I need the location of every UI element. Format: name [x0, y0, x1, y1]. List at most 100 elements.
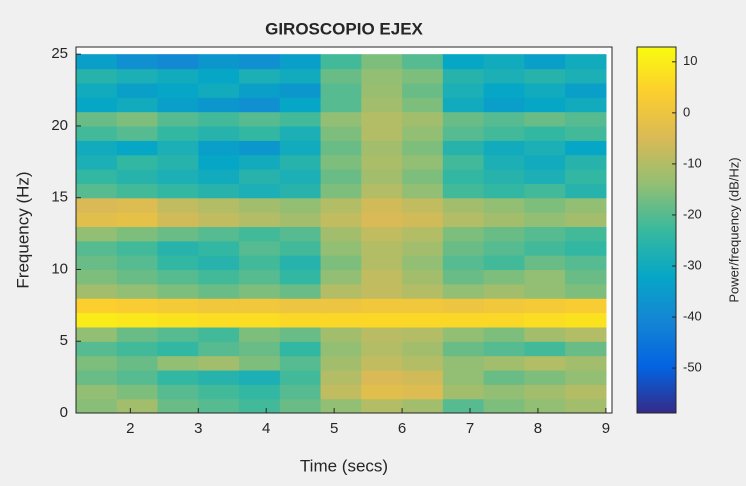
heatmap-cell — [76, 183, 118, 199]
heatmap-cell — [361, 341, 403, 357]
heatmap-cell — [524, 255, 566, 271]
heatmap-cell — [483, 384, 525, 400]
heatmap-cell — [76, 212, 118, 228]
heatmap-cell — [320, 111, 362, 127]
heatmap-cell — [524, 298, 566, 314]
heatmap-cell — [565, 326, 607, 342]
chart-title: GIROSCOPIO EJEX — [265, 19, 423, 38]
heatmap-cell — [76, 140, 118, 156]
heatmap-cell — [198, 269, 240, 285]
heatmap-cell — [116, 212, 159, 228]
heatmap-cell — [279, 255, 322, 271]
heatmap-cell — [442, 384, 485, 400]
heatmap-cell — [524, 369, 566, 385]
heatmap-cell — [116, 341, 159, 357]
heatmap-cell — [76, 355, 118, 371]
heatmap-cell — [483, 54, 525, 70]
heatmap-cell — [565, 82, 607, 98]
x-tick-label: 2 — [126, 420, 134, 437]
heatmap-cell — [198, 125, 240, 141]
heatmap-cell — [198, 369, 240, 385]
heatmap-cell — [198, 68, 240, 84]
heatmap-cell — [198, 341, 240, 357]
heatmap-cell — [116, 298, 159, 314]
x-axis-label: Time (secs) — [300, 456, 388, 475]
heatmap-cell — [116, 369, 159, 385]
heatmap-cell — [524, 183, 566, 199]
x-tick-label: 5 — [330, 420, 338, 437]
heatmap-cell — [565, 384, 607, 400]
heatmap-cell — [402, 183, 444, 199]
heatmap-cell — [402, 240, 444, 256]
heatmap-cell — [198, 384, 240, 400]
heatmap-cell — [524, 111, 566, 127]
heatmap-cell — [361, 197, 403, 213]
heatmap-cell — [116, 398, 159, 413]
heatmap-cell — [76, 154, 118, 170]
heatmap-cell — [239, 312, 281, 328]
x-tick-label: 3 — [194, 420, 202, 437]
heatmap-cell — [442, 341, 485, 357]
heatmap-cell — [524, 269, 566, 285]
heatmap-cell — [402, 140, 444, 156]
heatmap-cell — [157, 169, 199, 184]
heatmap-cell — [402, 154, 444, 170]
heatmap-cell — [565, 154, 607, 170]
heatmap-cell — [116, 226, 159, 242]
heatmap-cell — [565, 169, 607, 184]
heatmap-cell — [361, 54, 403, 70]
heatmap-cell — [116, 255, 159, 271]
heatmap-cell — [157, 82, 199, 98]
heatmap-cell — [361, 240, 403, 256]
heatmap-cell — [402, 326, 444, 342]
heatmap-cell — [279, 269, 322, 285]
colorbar-tick-label: -40 — [683, 308, 702, 323]
x-tick-label: 8 — [534, 420, 542, 437]
heatmap-cell — [442, 298, 485, 314]
heatmap-cell — [116, 312, 159, 328]
heatmap-cell — [279, 97, 322, 113]
heatmap-cell — [320, 82, 362, 98]
heatmap-cell — [76, 398, 118, 413]
heatmap-cell — [320, 54, 362, 70]
heatmap-cell — [565, 369, 607, 385]
heatmap-cell — [402, 68, 444, 84]
heatmap-cell — [483, 240, 525, 256]
heatmap-cell — [402, 125, 444, 141]
heatmap-cell — [239, 169, 281, 184]
heatmap-cell — [239, 355, 281, 371]
heatmap-cell — [565, 68, 607, 84]
colorbar-tick-label: -20 — [683, 206, 702, 221]
heatmap-cell — [361, 255, 403, 271]
heatmap-cell — [157, 240, 199, 256]
y-axis-label: Frequency (Hz) — [13, 171, 32, 288]
heatmap — [76, 54, 607, 413]
heatmap-cell — [157, 111, 199, 127]
heatmap-cell — [442, 125, 485, 141]
heatmap-cell — [239, 369, 281, 385]
heatmap-cell — [361, 140, 403, 156]
heatmap-cell — [402, 54, 444, 70]
heatmap-cell — [76, 68, 118, 84]
heatmap-cell — [116, 269, 159, 285]
heatmap-cell — [157, 97, 199, 113]
heatmap-cell — [483, 355, 525, 371]
heatmap-cell — [361, 226, 403, 242]
heatmap-cell — [116, 283, 159, 299]
heatmap-cell — [402, 97, 444, 113]
heatmap-cell — [361, 298, 403, 314]
heatmap-cell — [483, 369, 525, 385]
heatmap-cell — [320, 226, 362, 242]
heatmap-cell — [402, 312, 444, 328]
heatmap-cell — [361, 283, 403, 299]
heatmap-cell — [239, 154, 281, 170]
heatmap-cell — [402, 169, 444, 184]
heatmap-cell — [402, 298, 444, 314]
heatmap-cell — [279, 183, 322, 199]
heatmap-cell — [565, 269, 607, 285]
heatmap-cell — [157, 312, 199, 328]
heatmap-cell — [524, 240, 566, 256]
heatmap-cell — [320, 212, 362, 228]
heatmap-cell — [116, 326, 159, 342]
heatmap-cell — [402, 369, 444, 385]
